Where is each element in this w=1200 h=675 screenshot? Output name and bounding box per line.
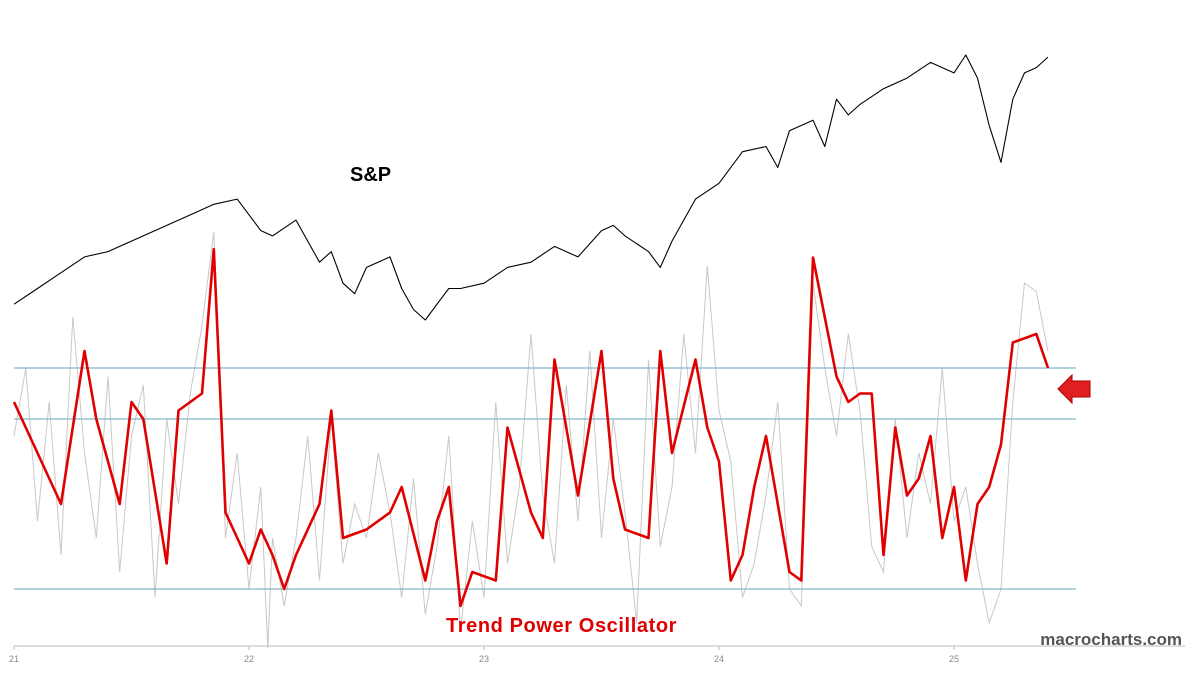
red-arrow-icon [1057, 373, 1091, 405]
oscillator-line [12, 247, 1050, 608]
sp-label: S&P [350, 164, 391, 186]
oscillator-raw-line [13, 231, 1049, 649]
oscillator-label: Trend Power Oscillator [446, 615, 677, 637]
x-axis: 21 22 23 24 25 [9, 645, 1185, 664]
x-tick-label-2: 23 [479, 654, 489, 664]
watermark: macrocharts.com [1040, 630, 1182, 649]
arrow-layer [1057, 373, 1091, 405]
reference-lines [14, 367, 1076, 590]
x-tick-label-3: 24 [714, 654, 724, 664]
x-tick-label-4: 25 [949, 654, 959, 664]
price-layer [13, 54, 1049, 321]
x-tick-label-1: 22 [244, 654, 254, 664]
oscillator-layer [12, 247, 1050, 608]
sp-price-line [13, 54, 1049, 321]
oscillator-raw-layer [13, 231, 1049, 649]
x-tick-label-0: 21 [9, 654, 19, 664]
